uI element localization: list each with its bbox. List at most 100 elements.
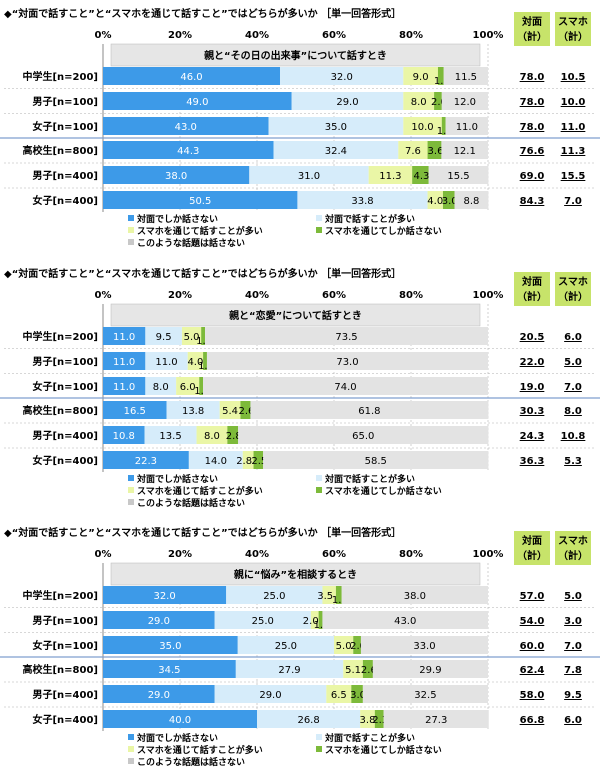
x-tick-label: 60% xyxy=(322,549,346,560)
legend-swatch xyxy=(128,758,134,764)
data-label: 4.3 xyxy=(413,171,429,182)
summary-value: 7.8 xyxy=(564,665,582,676)
legend-label: 対面で話すことが多い xyxy=(324,732,415,744)
legend-label: スマホを通じて話すことが多い xyxy=(137,225,263,237)
data-label: 6.0 xyxy=(180,382,196,393)
category-label: 男子[n=400] xyxy=(32,170,98,182)
summary-value: 78.0 xyxy=(520,122,545,133)
legend-swatch xyxy=(316,215,322,221)
summary-value: 19.0 xyxy=(520,382,545,393)
data-label: 1.0 xyxy=(198,361,214,372)
legend-label: スマホを通じてしか話さない xyxy=(325,485,442,497)
bar-segment xyxy=(103,117,269,135)
x-tick-label: 80% xyxy=(399,290,423,301)
summary-value: 3.0 xyxy=(564,616,582,627)
legend-label: スマホを通じて話すことが多い xyxy=(137,744,263,756)
bar-segment xyxy=(205,327,488,345)
data-label: 8.0 xyxy=(411,97,427,108)
summary-header-sub: （計） xyxy=(517,290,547,303)
chart-2: ◆“対面で話すこと”と“スマホを通じて話すこと”ではどちらが多いか ［単一回答形… xyxy=(0,267,600,509)
data-label: 32.0 xyxy=(331,72,353,83)
data-label: 11.0 xyxy=(456,122,478,133)
bar-segment xyxy=(318,611,323,629)
bar-segment xyxy=(322,586,336,604)
subtitle-box xyxy=(110,303,481,327)
bar-segment xyxy=(103,426,145,444)
category-label: 女子[n=100] xyxy=(32,380,98,393)
x-tick-label: 40% xyxy=(245,30,269,41)
data-label: 1.0 xyxy=(194,386,210,397)
subtitle-box xyxy=(110,562,481,586)
bar-segment xyxy=(334,636,354,654)
x-tick-label: 100% xyxy=(473,290,504,301)
legend-label: 対面でしか話さない xyxy=(136,213,218,225)
bar-segment xyxy=(362,660,373,678)
bar-segment xyxy=(240,401,251,419)
legend-swatch xyxy=(316,734,322,740)
bar-segment xyxy=(343,660,363,678)
bar-segment xyxy=(103,710,257,728)
data-label: 10.0 xyxy=(411,122,433,133)
x-tick-label: 20% xyxy=(168,30,192,41)
bar-segment xyxy=(103,401,167,419)
summary-value: 36.3 xyxy=(520,456,545,467)
summary-value: 10.5 xyxy=(561,72,586,83)
bar-segment xyxy=(360,710,375,728)
summary-header-bg xyxy=(514,272,550,306)
bar-segment xyxy=(322,611,488,629)
bar-segment xyxy=(145,352,188,370)
bar-segment xyxy=(199,377,204,395)
summary-value: 8.0 xyxy=(564,406,582,417)
summary-value: 15.5 xyxy=(561,171,586,182)
bar-segment xyxy=(103,166,250,184)
data-label: 8.0 xyxy=(204,431,220,442)
category-label: 男子[n=100] xyxy=(32,615,98,627)
chart-subtitle: 親と“その日の出来事”について話すとき xyxy=(204,49,387,62)
bar-segment xyxy=(103,67,281,85)
summary-header: 対面 xyxy=(521,534,542,547)
summary-header-sub: （計） xyxy=(558,290,588,303)
data-label: 33.8 xyxy=(351,196,373,207)
chart-subtitle: 親と“恋愛”について話すとき xyxy=(229,309,362,322)
data-label: 44.3 xyxy=(177,146,199,157)
legend-label: 対面で話すことが多い xyxy=(324,473,415,485)
bar-segment xyxy=(280,67,404,85)
bar-segment xyxy=(203,352,207,370)
data-label: 1.5 xyxy=(332,595,348,606)
category-label: 男子[n=100] xyxy=(32,356,98,368)
bar-segment xyxy=(103,451,189,469)
legend-label: スマホを通じてしか話さない xyxy=(325,744,442,756)
bar-segment xyxy=(445,117,488,135)
bar-segment xyxy=(412,166,429,184)
bar-segment xyxy=(214,611,311,629)
data-label: 3.8 xyxy=(360,715,376,726)
category-label: 女子[n=400] xyxy=(32,194,98,207)
x-tick-label: 60% xyxy=(322,290,346,301)
bar-segment xyxy=(103,685,215,703)
bar-segment xyxy=(145,377,177,395)
summary-value: 24.3 xyxy=(520,431,545,442)
bar-segment xyxy=(434,92,442,110)
summary-value: 60.0 xyxy=(520,641,545,652)
bar-segment xyxy=(206,352,488,370)
legend-label: このような話題は話さない xyxy=(137,756,245,768)
data-label: 1.0 xyxy=(314,620,330,631)
summary-value: 7.0 xyxy=(564,641,582,652)
summary-header-bg xyxy=(514,531,550,565)
summary-value: 78.0 xyxy=(520,97,545,108)
data-label: 13.8 xyxy=(182,406,204,417)
legend-swatch xyxy=(128,239,134,245)
category-label: 女子[n=400] xyxy=(32,454,98,467)
data-label: 27.3 xyxy=(425,715,447,726)
summary-value: 6.0 xyxy=(564,332,582,343)
bar-segment xyxy=(427,141,442,159)
data-label: 65.0 xyxy=(352,431,374,442)
data-label: 32.4 xyxy=(325,146,347,157)
legend-swatch xyxy=(128,746,134,752)
x-tick-label: 80% xyxy=(399,30,423,41)
legend-label: 対面でしか話さない xyxy=(136,732,218,744)
category-label: 女子[n=400] xyxy=(32,713,98,726)
summary-value: 22.0 xyxy=(520,357,545,368)
legend-label: 対面でしか話さない xyxy=(136,473,218,485)
